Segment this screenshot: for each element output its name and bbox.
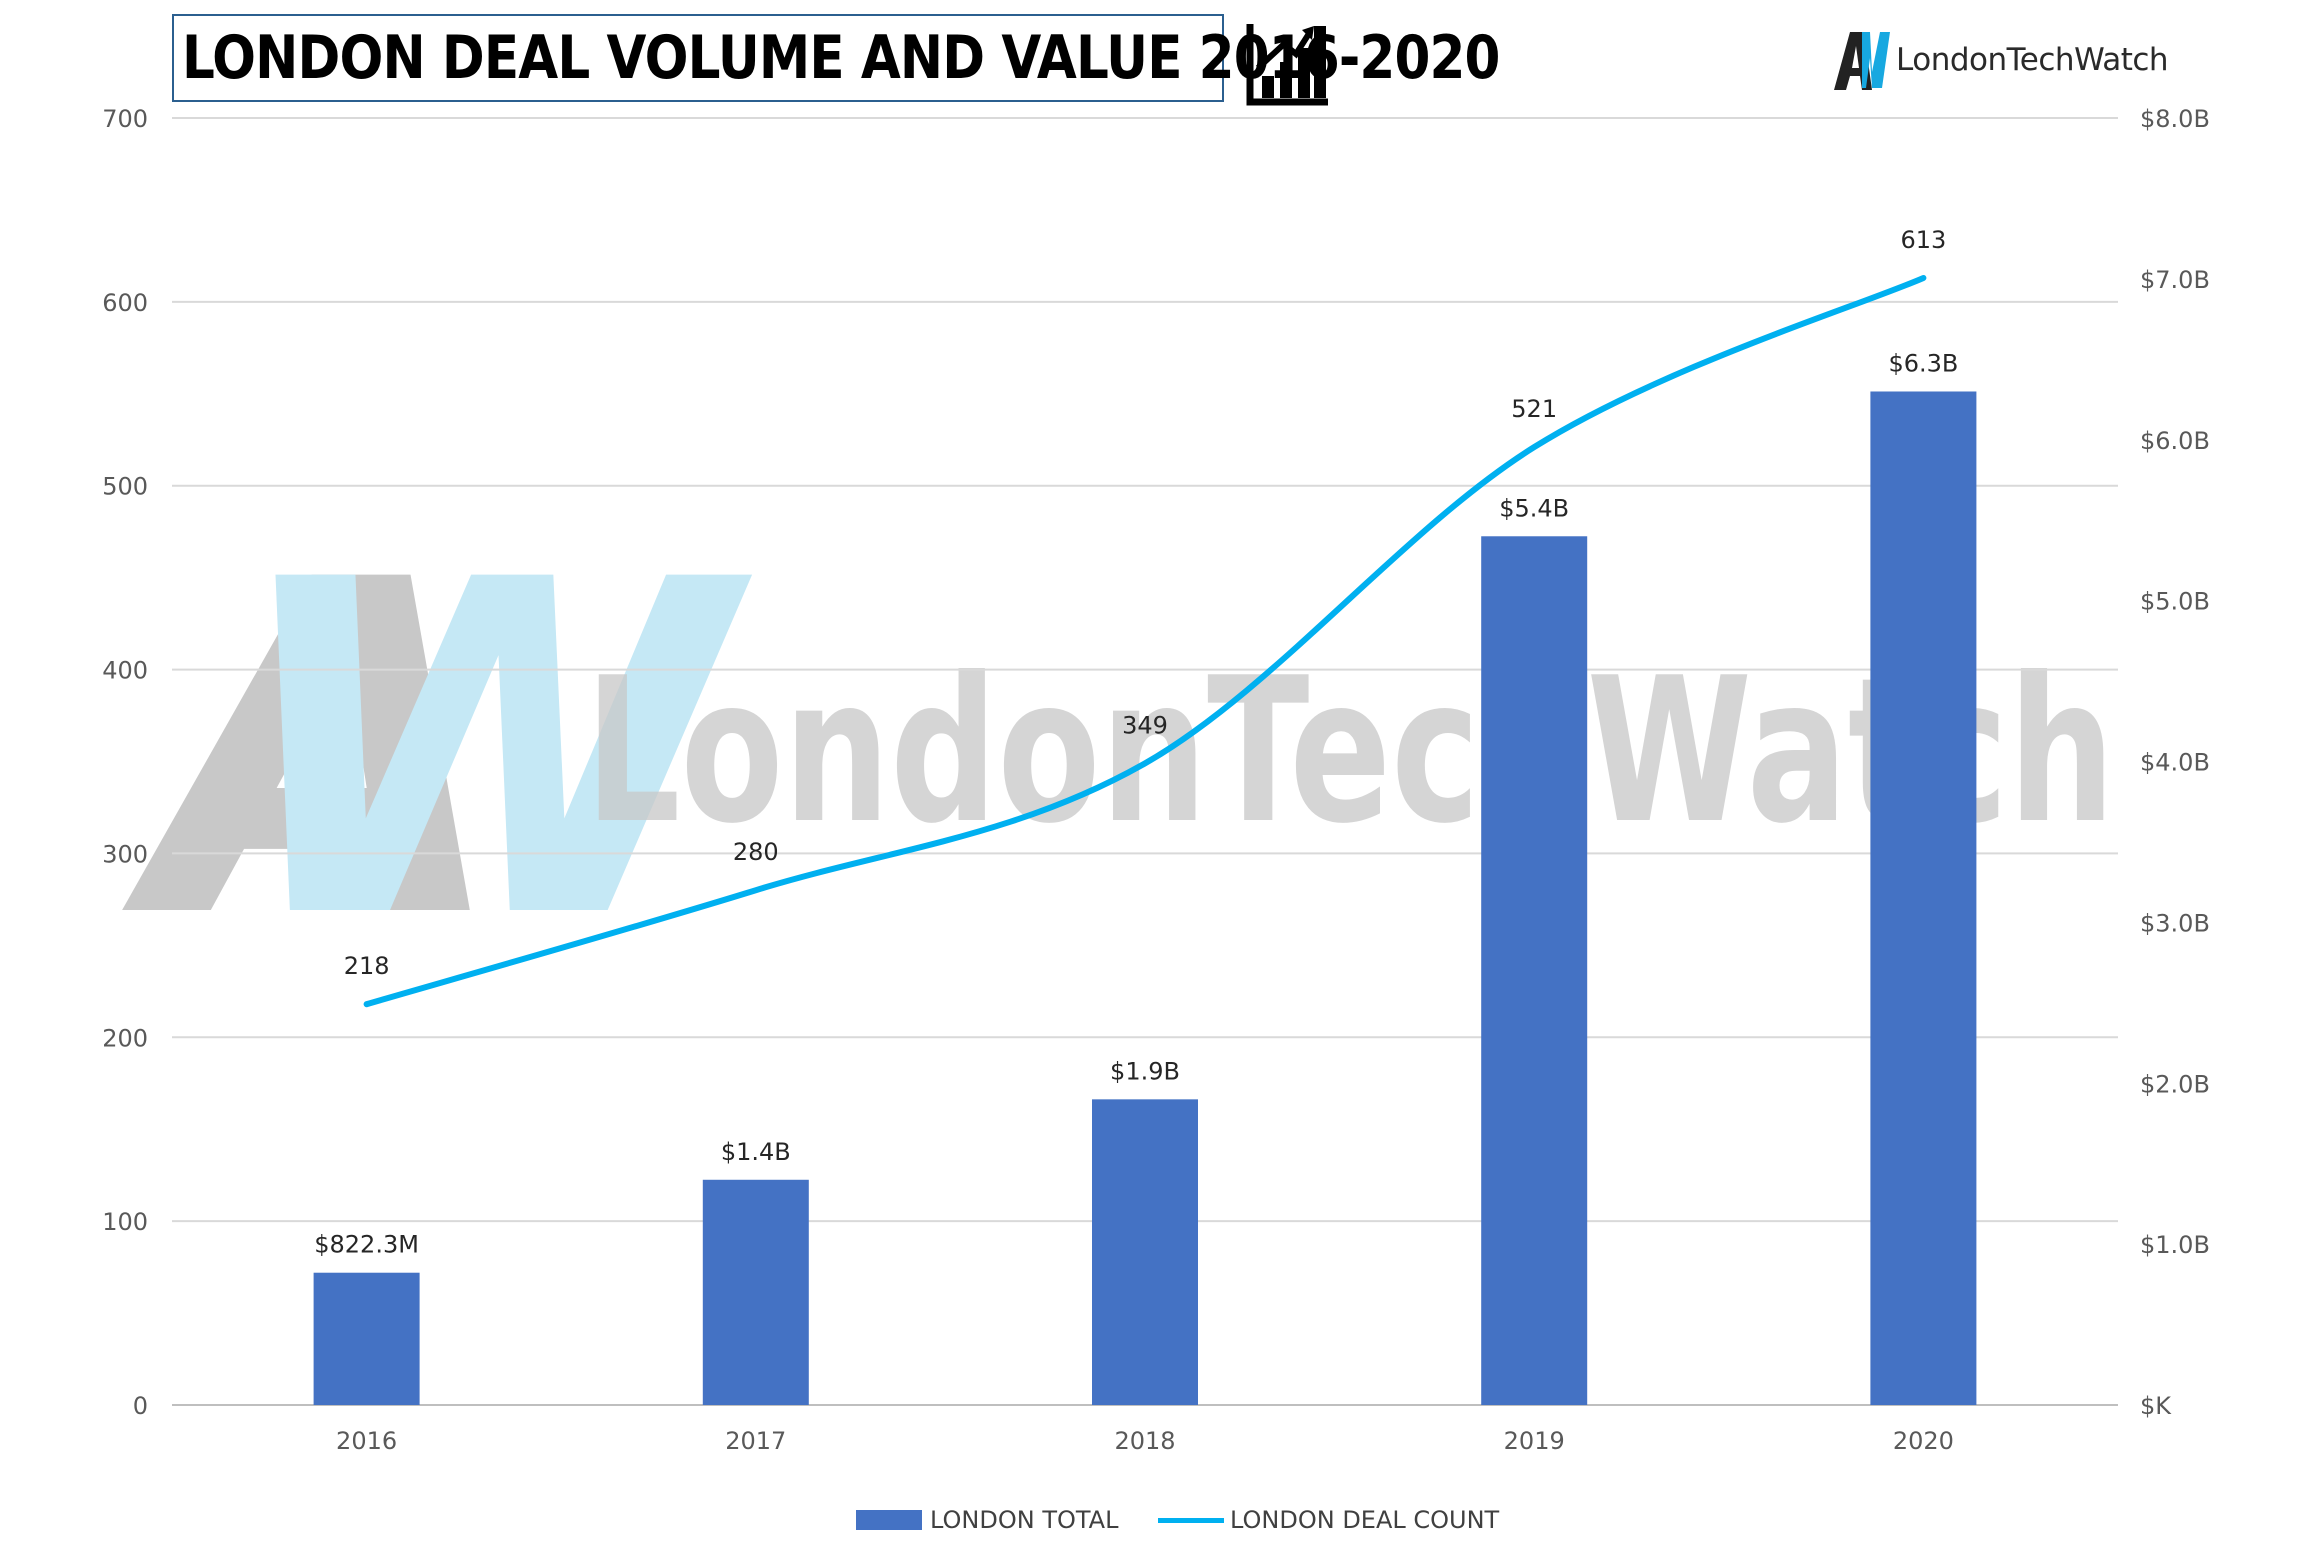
right-tick-label: $8.0B (2140, 105, 2210, 133)
right-axis: $K $1.0B $2.0B $3.0B $4.0B $5.0B $6.0B $7.0B $8.… (2140, 105, 2210, 1420)
brand-logo: LondonTechWatch (1832, 28, 2169, 92)
x-tick-label: 2016 (336, 1427, 397, 1455)
bar (1481, 536, 1588, 1405)
left-axis: 0 100 200 300 400 500 600 700 (102, 105, 148, 1420)
bar (1870, 391, 1977, 1405)
bar (702, 1179, 809, 1405)
bar (313, 1272, 420, 1405)
left-tick-label: 0 (133, 1392, 148, 1420)
left-tick-label: 700 (102, 105, 148, 133)
x-tick-label: 2019 (1504, 1427, 1565, 1455)
legend-swatch-bar (856, 1510, 922, 1530)
right-tick-label: $6.0B (2140, 427, 2210, 455)
bar (1092, 1099, 1198, 1405)
bar-chart-growth-icon (1246, 24, 1328, 106)
line-data-label: 521 (1511, 395, 1557, 423)
gridlines (172, 117, 2118, 1406)
right-tick-label: $4.0B (2140, 749, 2210, 777)
aw-logo-icon (1834, 32, 1890, 90)
line-data-label: 218 (344, 952, 390, 980)
right-tick-label: $3.0B (2140, 909, 2210, 937)
data-labels: $822.3M $1.4B $1.9B $5.4B $6.3B 218 280 349 521 6… (314, 226, 1958, 1259)
left-tick-label: 400 (102, 657, 148, 685)
watermark-letter-a: A (116, 484, 508, 1019)
bar-data-label: $5.4B (1499, 494, 1569, 522)
bar-data-label: $1.9B (1110, 1057, 1180, 1085)
left-tick-label: 600 (102, 289, 148, 317)
right-tick-label: $1.0B (2140, 1231, 2210, 1259)
bar-data-label: $1.4B (721, 1138, 791, 1166)
left-tick-label: 300 (102, 840, 148, 868)
left-tick-label: 100 (102, 1208, 148, 1236)
legend-swatch-line (1158, 1517, 1224, 1523)
chart-title-box: LONDON DEAL VOLUME AND VALUE 2016-2020 (172, 14, 1500, 102)
legend: LONDON TOTAL LONDON DEAL COUNT (0, 1500, 2300, 1540)
right-tick-label: $2.0B (2140, 1070, 2210, 1098)
logo-text: LondonTechWatch (1896, 42, 2169, 78)
deal-count-line (363, 274, 1927, 1008)
left-tick-label: 500 (102, 473, 148, 501)
x-axis: 2016 2017 2018 2019 2020 (336, 1427, 1954, 1455)
right-tick-label: $5.0B (2140, 588, 2210, 616)
bar-data-label: $6.3B (1888, 349, 1958, 377)
legend-item-london-total: LONDON TOTAL (856, 1500, 1118, 1540)
bar-series-london-total (313, 391, 1977, 1405)
watermark-letter-w: W (226, 484, 758, 1019)
line-data-label: 349 (1122, 711, 1168, 739)
x-tick-label: 2017 (725, 1427, 786, 1455)
watermark-text: LondonTechWatch (585, 635, 2115, 868)
right-tick-label: $K (2140, 1392, 2172, 1420)
x-tick-label: 2018 (1114, 1427, 1175, 1455)
left-tick-label: 200 (102, 1024, 148, 1052)
x-tick-label: 2020 (1893, 1427, 1954, 1455)
legend-item-london-deal-count: LONDON DEAL COUNT (1158, 1500, 1499, 1540)
right-tick-label: $7.0B (2140, 266, 2210, 294)
legend-label-london-deal-count: LONDON DEAL COUNT (1230, 1506, 1500, 1534)
line-series-london-deal-count (363, 274, 1927, 1008)
line-data-label: 613 (1900, 226, 1946, 254)
legend-label-london-total: LONDON TOTAL (930, 1506, 1119, 1534)
line-data-label: 280 (733, 838, 779, 866)
bar-data-label: $822.3M (314, 1231, 419, 1259)
